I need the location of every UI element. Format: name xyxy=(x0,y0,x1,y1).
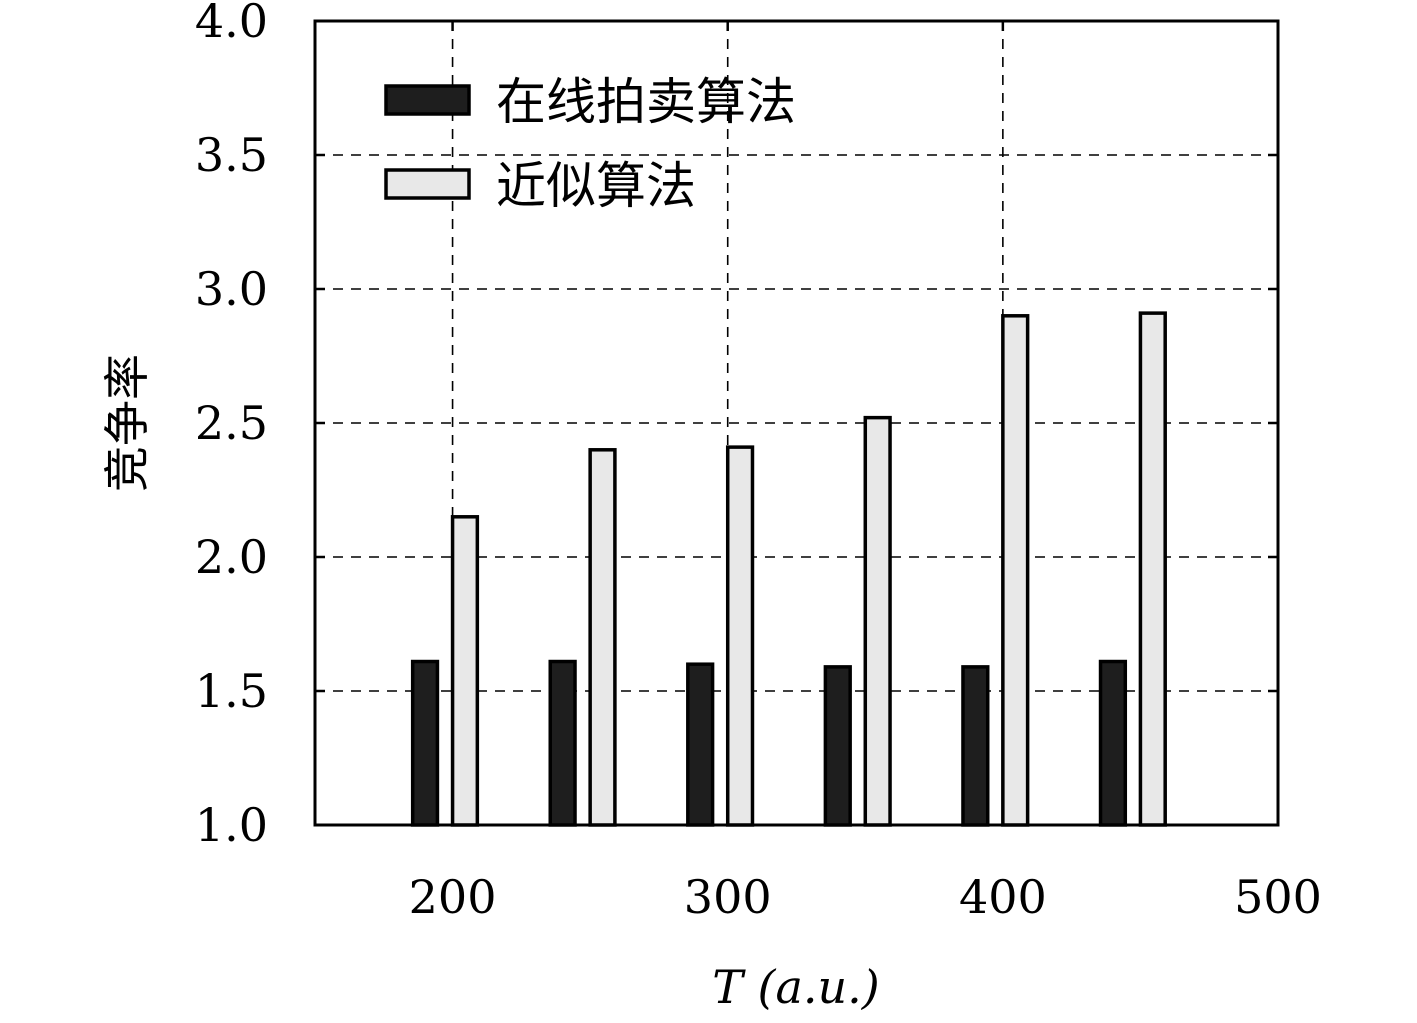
bar-approximation xyxy=(1138,311,1167,827)
y-tick-label: 2.0 xyxy=(195,530,268,584)
bar-online-auction xyxy=(961,665,990,827)
y-tick-label: 1.0 xyxy=(195,798,268,852)
legend-swatch-approximation xyxy=(384,168,471,200)
legend: 在线拍卖算法 近似算法 xyxy=(384,73,796,215)
y-tick-label: 1.5 xyxy=(195,664,268,718)
legend-label-online-auction: 在线拍卖算法 xyxy=(496,73,796,131)
bar-approximation xyxy=(863,415,892,827)
x-tick-label: 500 xyxy=(1234,870,1322,924)
bar-layer xyxy=(410,311,1167,827)
bar-online-auction xyxy=(823,665,852,827)
x-tick-label: 200 xyxy=(409,870,497,924)
bar-approximation xyxy=(450,515,480,827)
legend-swatch-online-auction xyxy=(384,84,471,116)
bar-online-auction xyxy=(410,659,440,827)
bar-approximation xyxy=(1001,314,1030,827)
bar-approximation xyxy=(725,445,755,827)
x-tick-label: 400 xyxy=(959,870,1047,924)
bar-online-auction xyxy=(1098,659,1128,827)
bar-approximation xyxy=(588,448,617,827)
x-tick-label: 300 xyxy=(684,870,772,924)
y-axis-title: 竞争率 xyxy=(100,354,154,492)
bar-online-auction xyxy=(686,662,715,827)
y-tick-label: 2.5 xyxy=(195,396,268,450)
x-axis-title: T (a.u.) xyxy=(712,960,880,1014)
y-tick-label: 3.5 xyxy=(195,128,268,182)
legend-label-approximation: 近似算法 xyxy=(496,157,696,215)
tick-layer: 1.0 1.5 2.0 2.5 3.0 3.5 4.0 200 300 400 500 xyxy=(195,0,1322,924)
y-tick-label: 3.0 xyxy=(195,262,268,316)
y-tick-label: 4.0 xyxy=(195,0,268,48)
bar-online-auction xyxy=(548,659,577,827)
